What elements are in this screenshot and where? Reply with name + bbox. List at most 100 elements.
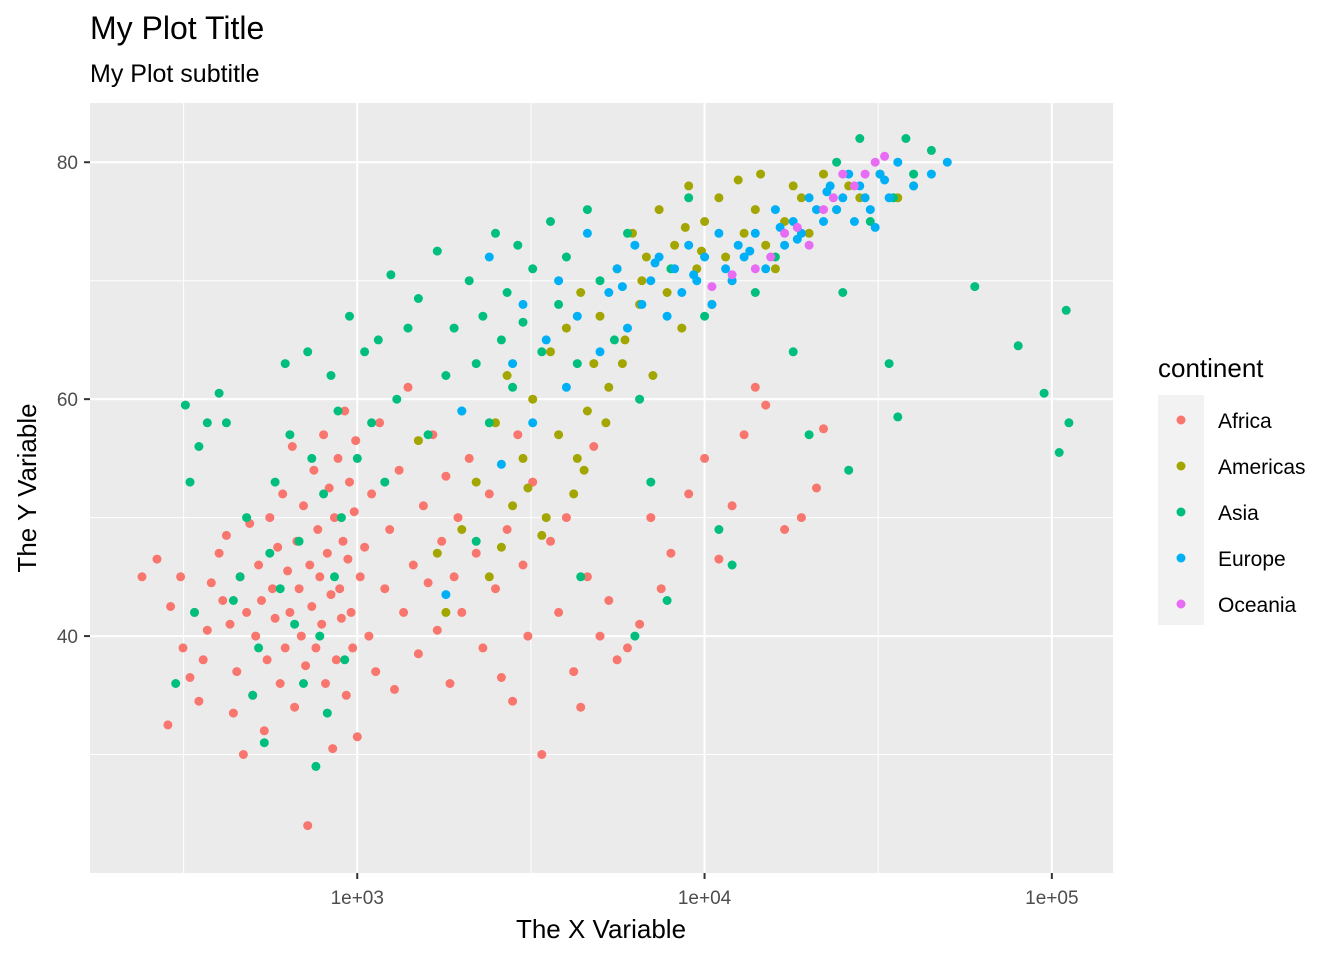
- point-americas: [561, 323, 571, 333]
- point-americas: [502, 371, 512, 380]
- point-asia: [684, 193, 694, 203]
- point-africa: [471, 548, 481, 558]
- point-asia: [345, 311, 354, 321]
- chart-subtitle: My Plot subtitle: [90, 60, 260, 88]
- point-europe: [554, 276, 564, 286]
- point-asia: [635, 394, 645, 404]
- point-africa: [796, 513, 806, 523]
- point-africa: [330, 513, 339, 523]
- point-americas: [733, 175, 743, 185]
- point-africa: [537, 750, 547, 759]
- point-africa: [326, 590, 336, 600]
- point-africa: [319, 430, 329, 440]
- point-europe: [942, 157, 952, 167]
- point-africa: [221, 530, 231, 540]
- point-americas: [537, 530, 547, 540]
- point-africa: [294, 584, 304, 594]
- point-africa: [198, 655, 208, 665]
- point-europe: [792, 234, 802, 244]
- data-points: [137, 134, 1074, 831]
- point-europe: [721, 264, 731, 274]
- point-americas: [546, 347, 555, 357]
- point-africa: [333, 453, 343, 463]
- point-americas: [508, 501, 518, 511]
- point-africa: [254, 560, 264, 570]
- point-americas: [641, 252, 651, 262]
- point-asia: [727, 560, 737, 570]
- point-europe: [707, 299, 717, 309]
- point-asia: [513, 240, 523, 250]
- point-asia: [700, 311, 710, 321]
- point-africa: [283, 566, 293, 576]
- point-oceania: [880, 151, 890, 161]
- point-asia: [340, 655, 350, 665]
- point-asia: [214, 388, 224, 398]
- point-africa: [273, 542, 283, 552]
- point-asia: [832, 157, 842, 167]
- point-africa: [185, 673, 195, 682]
- point-africa: [371, 667, 381, 677]
- point-africa: [321, 679, 330, 688]
- point-americas: [721, 252, 731, 262]
- point-asia: [352, 453, 362, 463]
- point-asia: [926, 145, 936, 155]
- point-asia: [508, 382, 518, 392]
- point-africa: [336, 613, 346, 623]
- point-americas: [796, 193, 806, 203]
- point-africa: [437, 536, 447, 546]
- point-europe: [582, 228, 592, 238]
- point-asia: [970, 282, 980, 292]
- point-oceania: [766, 252, 776, 262]
- point-africa: [275, 679, 285, 688]
- point-africa: [296, 631, 306, 641]
- point-americas: [554, 430, 564, 440]
- point-africa: [502, 525, 512, 534]
- point-africa: [262, 655, 272, 665]
- point-asia: [478, 311, 488, 321]
- point-americas: [595, 311, 605, 321]
- point-asia: [367, 418, 377, 428]
- point-africa: [518, 560, 528, 570]
- point-americas: [579, 465, 589, 475]
- legend-label-africa: Africa: [1218, 410, 1272, 433]
- point-oceania: [860, 169, 870, 179]
- point-africa: [218, 596, 228, 605]
- point-africa: [251, 631, 261, 641]
- point-americas: [569, 489, 579, 499]
- point-africa: [484, 489, 494, 499]
- legend-key-asia: [1176, 507, 1186, 517]
- point-africa: [340, 406, 350, 416]
- point-africa: [152, 554, 162, 564]
- point-asia: [491, 228, 500, 238]
- point-europe: [926, 169, 936, 179]
- point-europe: [714, 228, 724, 238]
- legend-key-oceania: [1176, 599, 1186, 609]
- point-asia: [496, 335, 506, 345]
- point-africa: [343, 554, 353, 564]
- point-americas: [680, 222, 690, 232]
- point-africa: [338, 536, 348, 546]
- point-europe: [865, 205, 875, 215]
- point-europe: [650, 258, 660, 268]
- axes: 1e+03 1e+04 1e+05 40 60 80: [57, 153, 1079, 909]
- point-asia: [194, 442, 204, 451]
- point-americas: [684, 181, 694, 191]
- point-asia: [330, 572, 339, 582]
- point-africa: [812, 483, 821, 493]
- point-europe: [612, 264, 622, 274]
- point-americas: [518, 453, 528, 463]
- point-asia: [1039, 388, 1049, 398]
- point-asia: [609, 335, 619, 345]
- point-asia: [838, 288, 848, 297]
- point-africa: [423, 578, 433, 588]
- point-americas: [601, 418, 611, 428]
- point-americas: [541, 513, 551, 523]
- point-asia: [844, 465, 854, 475]
- point-asia: [280, 359, 290, 369]
- point-africa: [309, 465, 319, 475]
- legend-label-europe: Europe: [1218, 548, 1286, 571]
- point-europe: [893, 157, 903, 167]
- point-africa: [656, 584, 666, 594]
- point-africa: [303, 821, 313, 831]
- point-americas: [620, 335, 630, 345]
